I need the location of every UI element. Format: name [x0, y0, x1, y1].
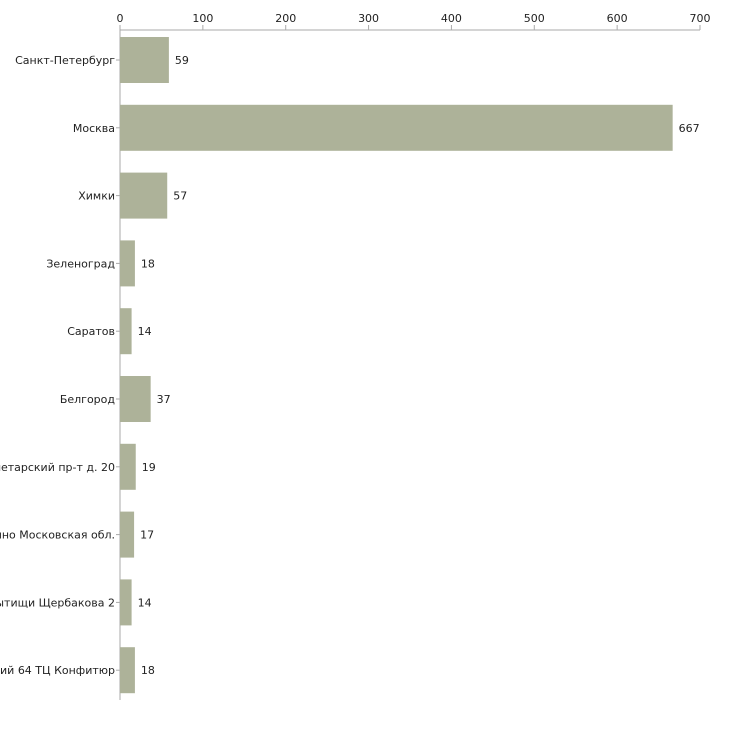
value-label: 57: [173, 190, 187, 203]
value-label: 19: [142, 461, 156, 474]
category-label: Саратов: [67, 325, 115, 338]
category-label: ино Московская обл.: [0, 529, 115, 542]
value-label: 18: [141, 664, 155, 677]
x-axis: 0 100 200 300 400 500 600 700: [117, 12, 711, 31]
bars: 59 667 57 18 14 37 19 17 14 18: [120, 37, 700, 694]
y-axis: Санкт-Петербург Москва Химки Зеленоград Сара…: [0, 30, 121, 700]
category-label: летарский пр-т д. 20: [0, 461, 115, 474]
bar: [120, 511, 135, 558]
value-label: 59: [175, 54, 189, 67]
value-label: 14: [138, 325, 152, 338]
bar: [120, 308, 132, 355]
category-label: Санкт-Петербург: [15, 54, 115, 67]
x-tick-label: 300: [358, 12, 379, 25]
value-label: 667: [679, 122, 700, 135]
category-label: Мытищи Щербакова 2: [0, 596, 115, 609]
x-tick-label: 600: [607, 12, 628, 25]
x-tick-label: 200: [275, 12, 296, 25]
x-tick-label: 500: [524, 12, 545, 25]
bar: [120, 37, 169, 83]
x-tick-label: 100: [192, 12, 213, 25]
category-label: Москва: [73, 122, 115, 135]
category-label: Химки: [78, 190, 115, 203]
bar: [120, 647, 135, 694]
category-label: кий 64 ТЦ Конфитюр: [0, 664, 115, 677]
value-label: 14: [138, 596, 152, 609]
x-tick-label: 400: [441, 12, 462, 25]
category-label: Зеленоград: [46, 257, 115, 270]
bar: [120, 376, 151, 422]
category-label: Белгород: [60, 393, 116, 406]
value-label: 37: [157, 393, 171, 406]
bar: [120, 579, 132, 626]
value-label: 18: [141, 257, 155, 270]
bar: [120, 172, 168, 219]
bar: [120, 443, 136, 490]
x-tick-label: 700: [690, 12, 711, 25]
bar: [120, 104, 673, 151]
bar: [120, 240, 135, 287]
x-tick-label: 0: [117, 12, 124, 25]
value-label: 17: [140, 529, 154, 542]
